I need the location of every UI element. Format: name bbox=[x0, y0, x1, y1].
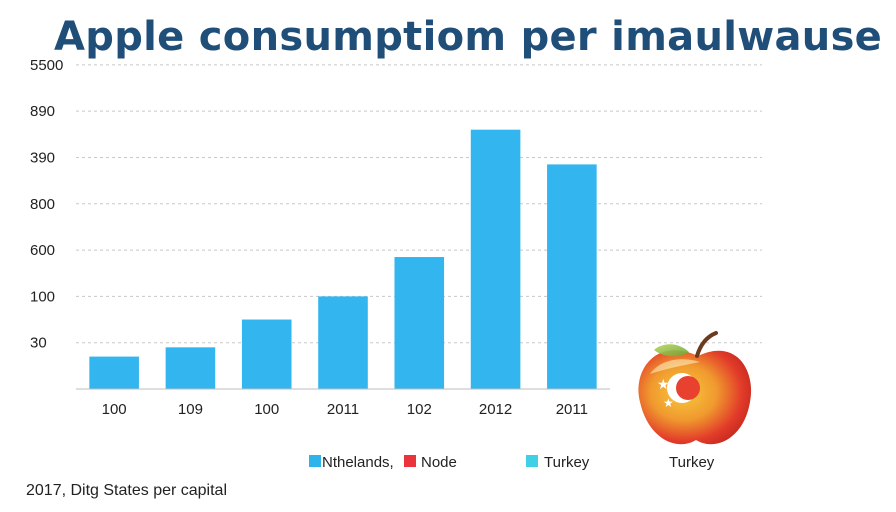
legend-swatch bbox=[309, 455, 321, 467]
bar bbox=[394, 257, 445, 389]
y-tick-label: 890 bbox=[30, 103, 55, 120]
y-tick-label: 800 bbox=[30, 196, 55, 213]
bar bbox=[89, 356, 139, 389]
y-tick-label: 390 bbox=[30, 149, 55, 166]
bar bbox=[165, 347, 216, 389]
x-axis-ticks: 100 109 100 2011 102 2012 2011 bbox=[102, 401, 588, 418]
x-tick-label: 2012 bbox=[479, 401, 512, 418]
legend-item-netherlands: Nthelands, bbox=[309, 454, 394, 471]
bars bbox=[89, 129, 597, 389]
svg-text:★: ★ bbox=[657, 377, 670, 393]
footnote: 2017, Ditg States per capital bbox=[26, 482, 228, 499]
legend-item-node: Node bbox=[404, 454, 457, 471]
bar bbox=[470, 129, 521, 389]
legend-label: Nthelands, bbox=[322, 454, 394, 471]
bar bbox=[241, 319, 292, 389]
legend-label: Turkey bbox=[544, 454, 590, 471]
y-tick-label: 600 bbox=[30, 242, 55, 259]
legend-item-turkey-apple: Turkey bbox=[669, 454, 715, 471]
y-tick-label: 100 bbox=[30, 288, 55, 305]
bar bbox=[318, 296, 368, 389]
y-axis-ticks: 30 100 600 800 390 890 5500 bbox=[30, 57, 63, 352]
legend: Nthelands, Node Turkey Turkey bbox=[309, 454, 715, 471]
x-tick-label: 2011 bbox=[556, 401, 588, 418]
x-tick-label: 102 bbox=[407, 401, 432, 418]
x-tick-label: 109 bbox=[178, 401, 203, 418]
legend-item-turkey: Turkey bbox=[526, 454, 590, 471]
y-tick-label: 30 bbox=[30, 335, 47, 352]
x-tick-label: 100 bbox=[254, 401, 279, 418]
bar bbox=[547, 164, 597, 389]
legend-swatch bbox=[526, 455, 538, 467]
x-tick-label: 2011 bbox=[327, 401, 359, 418]
legend-label: Turkey bbox=[669, 454, 715, 471]
y-tick-label: 5500 bbox=[30, 57, 63, 74]
legend-swatch bbox=[404, 455, 416, 467]
apple-with-turkish-flag-icon: ★ ★ bbox=[638, 331, 752, 445]
legend-label: Node bbox=[421, 454, 457, 471]
x-tick-label: 100 bbox=[102, 401, 127, 418]
chart-title: Apple consumptiom per imaulwause bbox=[54, 14, 883, 60]
svg-text:★: ★ bbox=[663, 396, 674, 410]
